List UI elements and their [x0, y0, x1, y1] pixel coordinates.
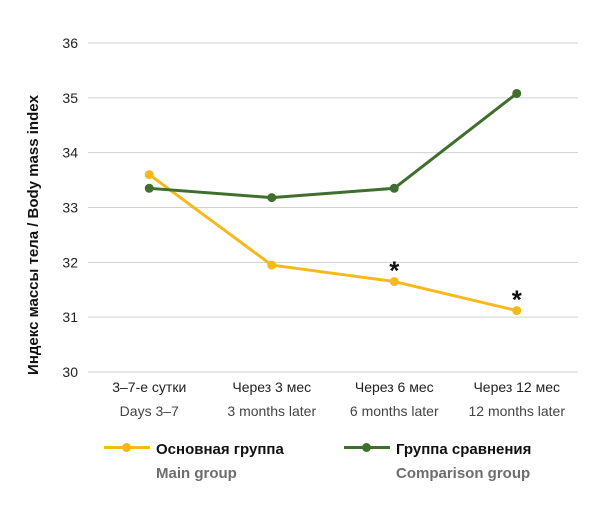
significance-asterisk: *	[512, 285, 523, 315]
x-category-label-en: 12 months later	[469, 403, 566, 419]
line-chart: 30 31 32 33 34 35 36 3–7-е сутки Days 3–7 Через …	[25, 35, 578, 419]
y-tick-label: 35	[62, 90, 78, 106]
data-point	[512, 306, 522, 316]
legend-label-comparison-en: Comparison group	[396, 465, 531, 482]
y-tick-label: 31	[62, 309, 78, 325]
legend-label-comparison-ru: Группа сравнения	[396, 441, 532, 458]
data-point	[144, 183, 154, 193]
y-axis-label: Индекс массы тела / Body mass index	[25, 94, 42, 375]
grid-lines	[88, 42, 578, 373]
data-point	[512, 88, 522, 98]
x-category-label-ru: 3–7-е сутки	[112, 379, 186, 395]
legend-main-group: Основная группа Main group	[104, 440, 284, 485]
x-category-label-ru: Через 12 мес	[473, 379, 560, 395]
x-category-label-en: 3 months later	[227, 403, 316, 419]
y-tick-label: 30	[62, 364, 78, 380]
legend-label-main-ru: Основная группа	[156, 441, 284, 458]
y-tick-label: 36	[62, 35, 78, 51]
series-line-comparison-group	[149, 92, 518, 200]
x-axis-categories: 3–7-е сутки Days 3–7 Через 3 мес 3 months l…	[112, 379, 565, 419]
x-category-label-ru: Через 6 мес	[355, 379, 434, 395]
y-tick-label: 33	[62, 200, 78, 216]
legend-label-main-en: Main group	[156, 465, 237, 482]
significance-asterisk: *	[389, 256, 400, 286]
series-line-main-group	[148, 173, 518, 313]
legend-swatch-comparison	[344, 440, 390, 456]
x-category-label-en: Days 3–7	[120, 403, 179, 419]
series-group	[144, 88, 522, 316]
y-tick-label: 32	[62, 254, 78, 270]
data-point	[144, 170, 154, 180]
data-point	[389, 277, 399, 287]
y-axis-ticks: 30 31 32 33 34 35 36	[62, 35, 78, 380]
x-category-label-ru: Через 3 мес	[232, 379, 311, 395]
legend-swatch-main	[104, 440, 150, 456]
x-category-label-en: 6 months later	[350, 403, 439, 419]
data-point	[267, 260, 277, 270]
legend-comparison-group: Группа сравнения Comparison group	[344, 440, 531, 485]
data-point	[389, 183, 399, 193]
annotations: **	[389, 256, 523, 315]
y-tick-label: 34	[62, 145, 78, 161]
data-point	[267, 193, 277, 203]
